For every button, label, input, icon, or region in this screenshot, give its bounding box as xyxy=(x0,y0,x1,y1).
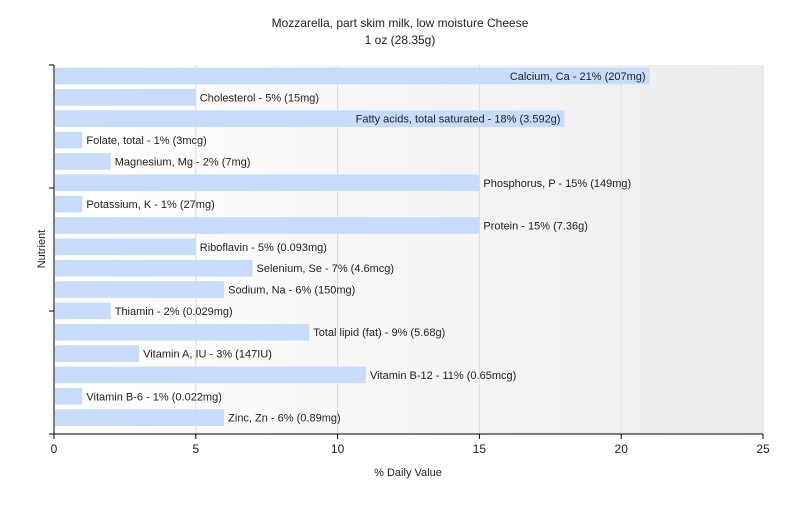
bar-label: Phosphorus, P - 15% (149mg) xyxy=(483,178,631,190)
bar-label: Total lipid (fat) - 9% (5.68g) xyxy=(313,327,445,339)
bar xyxy=(55,323,310,341)
bar-label: Vitamin B-6 - 1% (0.022mg) xyxy=(86,391,222,403)
bar-label: Vitamin A, IU - 3% (147IU) xyxy=(143,349,272,361)
x-tick-label: 20 xyxy=(615,442,629,456)
bar-label: Zinc, Zn - 6% (0.89mg) xyxy=(228,413,340,425)
bar xyxy=(55,281,225,298)
chart-title: Mozzarella, part skim milk, low moisture… xyxy=(272,16,529,30)
bar xyxy=(55,195,83,213)
x-axis-label: % Daily Value xyxy=(374,467,442,479)
bar-label: Fatty acids, total saturated - 18% (3.59… xyxy=(356,114,561,126)
bar-label: Protein - 15% (7.36g) xyxy=(483,220,588,232)
bar-label: Riboflavin - 5% (0.093mg) xyxy=(200,242,327,254)
bar xyxy=(55,174,480,192)
bar-label: Cholesterol - 5% (15mg) xyxy=(200,92,319,104)
bar xyxy=(55,259,253,277)
bar xyxy=(55,238,196,256)
bar xyxy=(55,345,140,362)
bar-label: Sodium, Na - 6% (150mg) xyxy=(228,285,355,297)
bar-label: Folate, total - 1% (3mcg) xyxy=(86,135,206,147)
axes: 0 5 10 15 20 25 xyxy=(49,64,770,456)
bar xyxy=(55,302,111,320)
x-tick-label: 0 xyxy=(51,442,58,456)
bar xyxy=(55,217,480,234)
bar xyxy=(55,67,650,85)
chart-subtitle: 1 oz (28.35g) xyxy=(365,33,436,47)
bar-label: Thiamin - 2% (0.029mg) xyxy=(115,306,233,318)
x-tick-label: 25 xyxy=(756,442,770,456)
y-axis-label: Nutrient xyxy=(36,230,48,269)
bar-label: Calcium, Ca - 21% (207mg) xyxy=(510,71,646,83)
bar-label: Magnesium, Mg - 2% (7mg) xyxy=(115,156,251,168)
bar xyxy=(55,131,83,149)
x-tick-label: 10 xyxy=(331,442,345,456)
bar-label: Potassium, K - 1% (27mg) xyxy=(86,199,214,211)
bar-label: Vitamin B-12 - 11% (0.65mcg) xyxy=(370,370,516,382)
bar xyxy=(55,387,83,405)
bar xyxy=(55,110,565,128)
bar-label: Selenium, Se - 7% (4.6mcg) xyxy=(257,263,395,275)
bar xyxy=(55,366,366,384)
bars: Calcium, Ca - 21% (207mg) Cholesterol - 5… xyxy=(55,67,650,426)
bar xyxy=(55,153,111,170)
bar xyxy=(55,89,196,106)
bar xyxy=(55,409,225,426)
x-tick-label: 5 xyxy=(192,442,199,456)
x-tick-label: 15 xyxy=(473,442,487,456)
